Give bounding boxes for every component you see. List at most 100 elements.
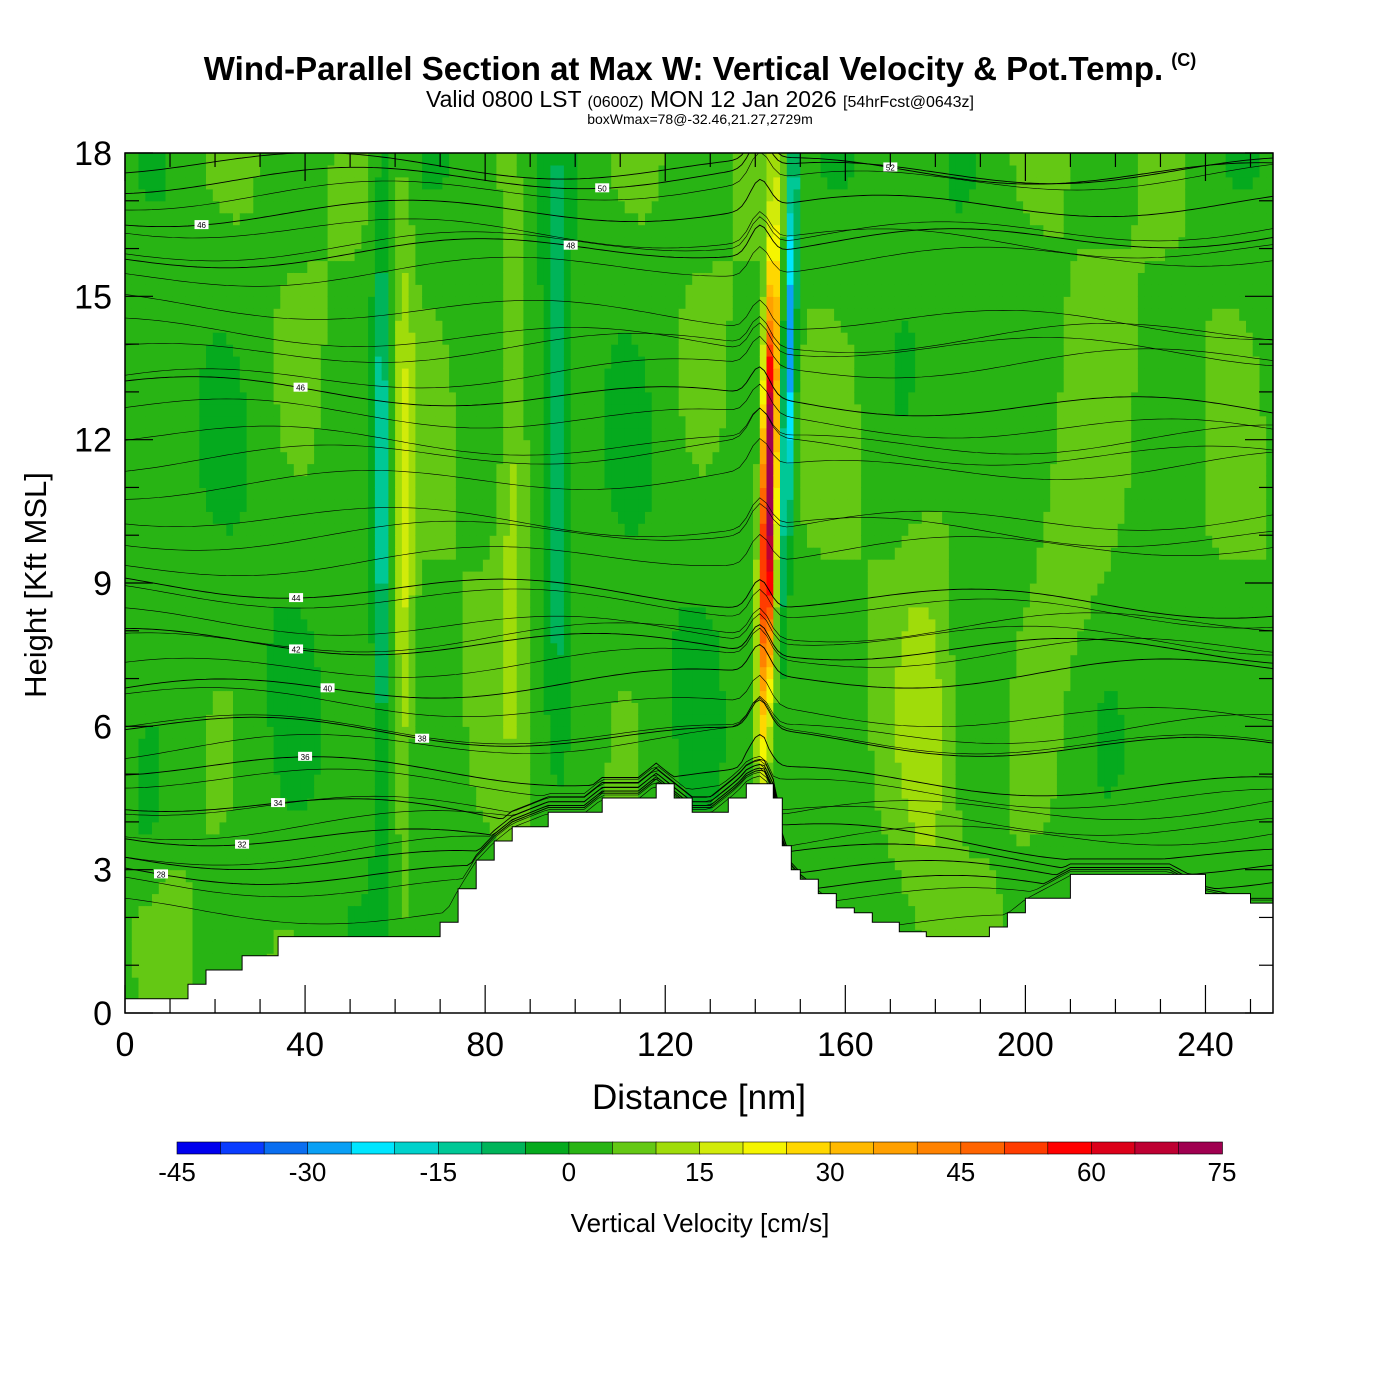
contour-label: 42: [289, 644, 304, 654]
x-tick-label: 80: [466, 1026, 504, 1064]
chart-subtitle: Valid 0800 LST (0600Z) MON 12 Jan 2026 […: [0, 86, 1400, 113]
colorbar-swatch: [568, 1141, 614, 1155]
y-axis-label: Height [Kft MSL]: [18, 472, 53, 698]
isentrope-line: [125, 771, 1273, 902]
x-tick-label: 240: [1177, 1026, 1234, 1064]
colorbar-swatch: [524, 1141, 570, 1155]
isentrope-line: [125, 316, 1273, 363]
contour-label-text: 36: [301, 753, 310, 762]
valid-time: Valid 0800 LST: [426, 86, 582, 112]
contour-label-text: 34: [274, 799, 283, 808]
contour-label: 28: [154, 869, 169, 879]
contour-label-text: 52: [886, 163, 895, 172]
contour-label: 40: [320, 683, 335, 693]
isentrope-38: [125, 699, 1273, 757]
x-tick-label: 120: [637, 1026, 694, 1064]
isentrope-line: [125, 503, 1273, 551]
isentrope-line: [125, 533, 1273, 576]
terrain-mask: [124, 783, 1274, 1014]
isentrope-48: [125, 224, 1273, 269]
forecast-info: [54hrFcst@0643z]: [843, 94, 974, 111]
isentrope-line: [125, 627, 1273, 678]
isentrope-line: [125, 407, 1273, 466]
contour-label-text: 44: [292, 594, 301, 603]
colorbar-swatch: [742, 1141, 788, 1155]
contour-label-text: 48: [566, 242, 575, 251]
colorbar-label: Vertical Velocity [cm/s]: [571, 1208, 830, 1238]
colorbar-swatch: [786, 1141, 831, 1155]
x-tick-label: 40: [286, 1026, 324, 1064]
colorbar-tick-label: 30: [816, 1157, 845, 1187]
colorbar-swatch: [220, 1141, 265, 1155]
colorbar-swatch: [394, 1141, 440, 1155]
x-tick-label: 0: [116, 1026, 135, 1064]
isentrope-line: [125, 697, 1273, 755]
contour-label: 50: [595, 183, 610, 193]
colorbar-swatch: [481, 1141, 527, 1155]
contour-label-text: 32: [238, 841, 247, 850]
isentrope-line: [125, 335, 1273, 389]
isentrope-44: [125, 577, 1273, 619]
colorbar-swatch: [1047, 1141, 1093, 1155]
contour-label: 34: [271, 798, 286, 808]
isentrope-42: [125, 624, 1273, 664]
copyright-mark: (C): [1171, 50, 1197, 70]
colorbar-tick-label: 15: [685, 1157, 714, 1187]
contour-label: 46: [194, 220, 209, 230]
isentrope-line: [125, 438, 1273, 500]
colorbar-tick-label: 0: [562, 1157, 576, 1187]
potential-temperature-contours: [125, 153, 1273, 927]
contour-label-text: 46: [296, 384, 305, 393]
isentrope-line: [125, 153, 1273, 211]
isentrope-52: [125, 153, 1273, 185]
y-tick-label: 3: [93, 852, 112, 890]
colorbar-tick-label: -45: [158, 1157, 196, 1187]
x-tick-label: 200: [997, 1026, 1054, 1064]
x-tick-labels: 0 40 80 120 160 200 240: [116, 1026, 1234, 1064]
colorbar-tick-label: 60: [1077, 1157, 1106, 1187]
colorbar-swatch: [350, 1141, 396, 1155]
isentrope-46: [125, 178, 1273, 228]
contour-label: 48: [563, 240, 578, 251]
colorbar-swatch: [829, 1141, 875, 1155]
contour-label: 44: [289, 593, 304, 603]
y-tick-label: 18: [74, 135, 112, 173]
isentrope-line: [125, 246, 1273, 287]
contour-label: 46: [293, 382, 308, 393]
y-tick-label: 15: [74, 278, 112, 316]
isentrope-28: [125, 769, 1273, 899]
colorbar-tick-label: -30: [289, 1157, 327, 1187]
isentrope-line: [125, 755, 1273, 809]
colorbar-swatch: [699, 1141, 744, 1155]
colorbar-swatch: [960, 1141, 1006, 1155]
isentrope-line: [125, 767, 1273, 866]
contour-label-text: 40: [323, 684, 332, 693]
isentrope-line: [125, 585, 1273, 629]
contour-label-text: 50: [598, 184, 607, 193]
contour-label-text: 28: [157, 870, 166, 879]
colorbar-tick-label: 75: [1208, 1157, 1237, 1187]
valid-utc: (0600Z): [587, 94, 644, 111]
colorbar-swatch: [307, 1141, 352, 1155]
isentrope-line: [125, 497, 1273, 548]
colorbar-tick-label: 45: [946, 1157, 975, 1187]
box-info: boxWmax=78@-32.46,21.27,2729m: [587, 111, 813, 127]
isentrope-line: [125, 695, 1273, 759]
contour-label: 36: [298, 751, 313, 762]
valid-date: MON 12 Jan 2026: [649, 86, 837, 112]
colorbar-swatch: [1003, 1141, 1049, 1155]
colorbar-swatch: [655, 1141, 701, 1155]
isentrope-line: [125, 607, 1273, 653]
axis-ticks: [124, 152, 1273, 1014]
y-tick-label: 12: [74, 422, 112, 460]
colorbar-tick-labels: -45 -30 -15 0 15 30 45 60 75: [158, 1157, 1236, 1187]
colorbar-swatch: [612, 1141, 657, 1155]
colorbar: [176, 1141, 1223, 1155]
chart-title: Wind-Parallel Section at Max W: Vertical…: [203, 50, 1197, 87]
contour-label: 38: [415, 733, 430, 744]
y-tick-label: 6: [93, 708, 112, 746]
colorbar-swatch: [916, 1141, 962, 1155]
isentrope-34: [125, 759, 1273, 860]
colorbar-swatch: [437, 1141, 483, 1155]
